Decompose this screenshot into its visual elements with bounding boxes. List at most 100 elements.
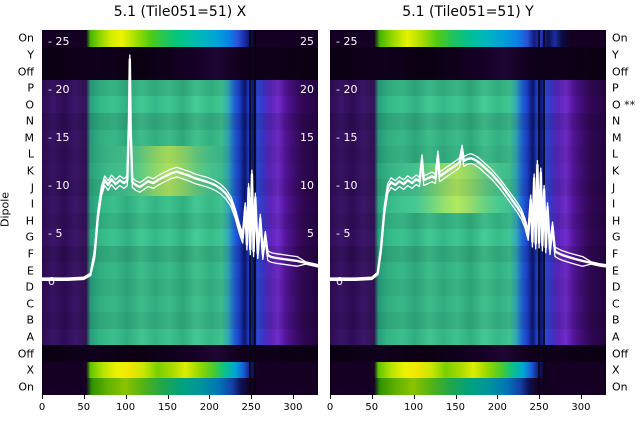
x-tick-mark: [167, 395, 169, 399]
inner-tick-label: 25: [300, 35, 314, 48]
heatmap-row: [330, 345, 606, 362]
dipole-row-label: F: [27, 247, 34, 261]
power-trace-line: [42, 54, 319, 279]
power-trace-y: [330, 144, 607, 282]
dipole-row-label: F: [612, 247, 619, 261]
dipole-row-label: Y: [612, 48, 619, 62]
heatmap-row: [42, 245, 318, 263]
dipole-row-label: O **: [612, 98, 636, 112]
x-tick-label: 150: [157, 402, 178, 413]
heatmap-row: [330, 46, 606, 64]
inner-tick-label: 15: [300, 131, 314, 144]
heatmap-row: [330, 112, 606, 130]
x-tick-mark: [455, 395, 457, 399]
left-axis-labels: On Y Off P O N M L K J I H G F E D C B A Off X On: [0, 0, 39, 440]
plot-title-y: 5.1 (Tile051=51) Y: [402, 4, 534, 20]
dipole-row-label: X: [612, 363, 620, 377]
plot-x-polarization: 5.1 (Tile051=51) X - 25 - 20 - 15 - 10 - 5 0 2…: [39, 4, 319, 413]
inner-tick-label: - 5: [48, 227, 63, 240]
x-tick-mark: [497, 395, 499, 399]
inner-tick-label: 0: [48, 275, 55, 288]
heatmap-row: [330, 30, 606, 47]
heatmap-row: [42, 129, 318, 147]
x-tick-label: 100: [404, 402, 424, 413]
x-tick-mark: [580, 395, 582, 399]
dipole-row-label: D: [612, 280, 621, 294]
power-trace-line: [42, 63, 319, 282]
x-axis-x: 0 50 100 150 200 250 300: [39, 30, 318, 413]
heatmap-row: [330, 312, 606, 329]
dipole-row-label: P: [27, 81, 34, 95]
x-tick-label: 200: [199, 402, 219, 413]
dipole-row-label: L: [27, 147, 34, 161]
heatmap-row: [330, 378, 606, 395]
heatmap-row: [42, 30, 318, 47]
dipole-row-label: O: [25, 98, 34, 112]
dipole-row-label: K: [612, 164, 620, 178]
x-tick-label: 300: [283, 402, 303, 413]
dipole-row-label: D: [25, 280, 34, 294]
heatmap-row: [42, 312, 318, 329]
x-tick-label: 0: [38, 402, 46, 413]
dipole-row-label: L: [612, 147, 619, 161]
dipole-row-label: I: [30, 197, 34, 211]
inner-tick-label: 5: [307, 227, 314, 240]
dipole-row-label: N: [612, 114, 621, 128]
x-tick-mark: [330, 395, 331, 399]
x-tick-mark: [42, 395, 43, 399]
dipole-row-label: M: [612, 131, 622, 145]
heatmap-row: [330, 79, 606, 97]
x-tick-label: 0: [326, 402, 334, 413]
dipole-row-label: E: [612, 264, 619, 278]
heatmap-row: [42, 278, 318, 296]
x-tick-label: 250: [529, 402, 549, 413]
heatmap-row: [42, 146, 318, 163]
heatmap-row: [42, 328, 318, 346]
x-tick-label: 250: [241, 402, 261, 413]
dipole-row-label: C: [26, 297, 34, 311]
heatmap-row: [42, 378, 318, 395]
dipole-row-label: H: [612, 214, 621, 228]
heatmap-row: [330, 96, 606, 113]
dipole-row-label: On: [612, 380, 628, 394]
dipole-row-label: C: [612, 297, 620, 311]
power-trace-x: [42, 54, 319, 282]
inner-tick-label: - 10: [48, 179, 70, 192]
dipole-row-label: H: [25, 214, 34, 228]
dipole-row-label: On: [18, 380, 34, 394]
inner-tick-label: 0: [336, 275, 343, 288]
heatmap-row: [42, 96, 318, 113]
x-tick-mark: [539, 395, 541, 399]
inner-tick-label: - 20: [48, 83, 70, 96]
heatmap-row: [330, 361, 606, 379]
dipole-row-label: B: [612, 313, 620, 327]
inner-tick-label: - 25: [48, 35, 70, 48]
heatmap-row: [42, 63, 318, 80]
x-tick-label: 200: [487, 402, 507, 413]
x-tick-mark: [413, 395, 415, 399]
dipole-row-label: E: [27, 264, 34, 278]
inner-ticks-y: - 25 - 20 - 15 - 10 - 5 0: [330, 30, 606, 395]
inner-ticks-x: - 25 - 20 - 15 - 10 - 5 0 25 20 15 10 5: [42, 30, 318, 395]
dipole-row-label: J: [30, 181, 34, 195]
dipole-row-label: N: [25, 114, 34, 128]
dipole-row-label: G: [612, 230, 621, 244]
heatmap-row: [330, 129, 606, 147]
heatmap-row: [330, 328, 606, 346]
x-axis-y: 0 50 100 150 200 250 300: [327, 30, 606, 413]
dipole-row-label: Off: [17, 347, 34, 360]
dipole-row-label: Off: [612, 347, 629, 360]
x-tick-label: 150: [445, 402, 466, 413]
x-tick-mark: [209, 395, 211, 399]
heatmap-row: [42, 262, 318, 279]
x-tick-mark: [251, 395, 253, 399]
heatmap-row: [330, 295, 606, 313]
dipole-row-label: On: [18, 31, 34, 45]
plot-title-x: 5.1 (Tile051=51) X: [113, 4, 247, 20]
heatmap-row: [330, 245, 606, 263]
x-tick-mark: [83, 395, 85, 399]
heatmap-row: [42, 46, 318, 64]
inner-tick-label: - 15: [336, 131, 358, 144]
